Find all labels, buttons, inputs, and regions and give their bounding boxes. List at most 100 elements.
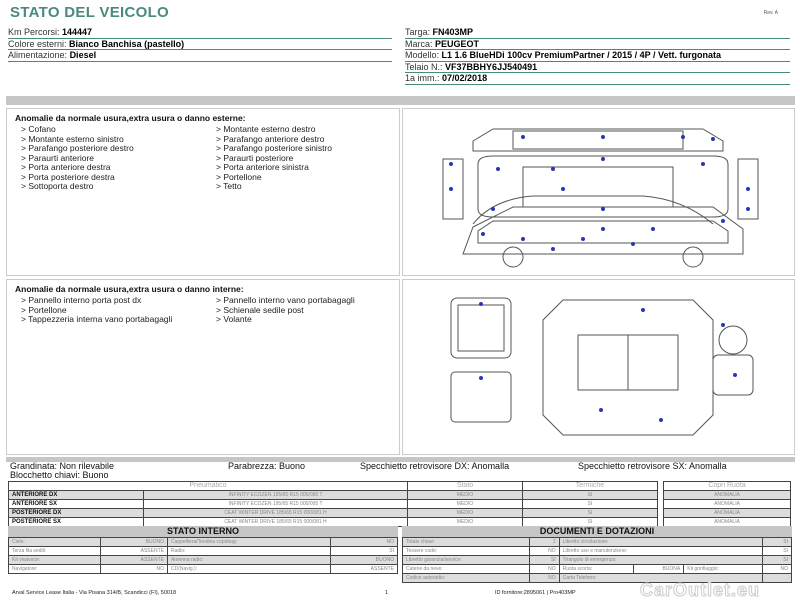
damage-marker xyxy=(561,187,565,191)
wheel-cover-table: Copri Ruota ANOMALIA ANOMALIA ANOMALIA ANOMA… xyxy=(663,481,791,527)
watermark-logo: CarOutlet.eu xyxy=(639,580,761,600)
info-label: Ruota scorta: xyxy=(558,564,635,574)
interior-title: Anomalie da normale usura,extra usura o … xyxy=(15,284,244,294)
tire-model: INFINITY ECOZEN 195/65 R15 000/095 T xyxy=(143,490,408,500)
info-value: SI xyxy=(762,537,793,547)
info-value: NO xyxy=(529,546,560,556)
divider-bar xyxy=(6,96,795,105)
header-stato: Stato xyxy=(407,481,523,491)
info-label: Carta Telefono: xyxy=(558,573,763,583)
field-value: Bianco Banchisa (pastello) xyxy=(69,38,185,49)
field-label: Targa: xyxy=(405,27,431,37)
damage-marker xyxy=(491,207,495,211)
info-label: Triangolo di emergenza: xyxy=(558,555,763,565)
damage-item: > Portellone xyxy=(21,304,67,315)
header-termiche: Termiche xyxy=(522,481,658,491)
vehicle-info-right: Targa: FN403MP Marca: PEUGEOT Modello: L1 … xyxy=(405,27,790,85)
field-label: Marca: xyxy=(405,38,433,49)
info-label: Libretto garanzia/service: xyxy=(401,555,531,565)
damage-item: > Porta anteriore destra xyxy=(21,162,111,172)
info-label: Navigatore: xyxy=(8,564,101,574)
tire-row: ANTERIORE DX INFINITY ECOZEN 195/65 R15 0… xyxy=(8,490,658,500)
tire-termiche: SI xyxy=(522,490,658,500)
copri-ruota-value: ANOMALIA xyxy=(663,508,791,518)
tire-position: ANTERIORE SX xyxy=(8,499,144,509)
info-value: SI xyxy=(330,546,399,556)
damage-item: > Paraurti posteriore xyxy=(216,152,294,163)
damage-item: > Portellone xyxy=(216,171,262,182)
field-row: Marca: PEUGEOT xyxy=(405,38,790,50)
info-value: SI xyxy=(762,555,793,565)
info-label: Cielo: xyxy=(8,537,101,547)
info-value: BUONO xyxy=(100,537,168,547)
damage-marker xyxy=(601,227,605,231)
damage-item: > Parafango posteriore sinistro xyxy=(216,143,332,153)
info-label: Codice autoradio: xyxy=(401,573,531,583)
car-exterior-diagram xyxy=(442,128,759,268)
info-row: Codice autoradio: NO Carta Telefono: xyxy=(401,573,793,583)
exterior-title: Anomalie da normale usura,extra usura o … xyxy=(15,113,246,123)
exterior-list-2: > Montante esterno destro > Parafango ant… xyxy=(216,124,411,192)
field-label: Modello: xyxy=(405,50,440,60)
footer-address: Arval Service Lease Italia - Via Pisana … xyxy=(12,590,177,596)
damage-marker xyxy=(711,137,715,141)
tire-model: CEAT WINTER DRIVE 185/65 R15 000/081 H xyxy=(143,508,408,518)
damage-marker xyxy=(733,373,737,377)
damage-item: > Montante esterno sinistro xyxy=(21,133,124,144)
field-row: Modello: L1 1.6 BlueHDi 100cv PremiumPar… xyxy=(405,50,790,62)
exterior-list-1: > Cofano > Montante esterno sinistro > Par… xyxy=(21,124,216,192)
documenti-title: DOCUMENTI E DOTAZIONI xyxy=(402,526,792,537)
info-row: Libretto garanzia/service: SI Triangolo di… xyxy=(401,555,793,565)
info-value: NO xyxy=(762,564,793,574)
info-row: Tessere code: NO Libretto uso e manutenzio… xyxy=(401,546,793,556)
tire-termiche: SI xyxy=(522,508,658,518)
info-value: NO xyxy=(529,573,560,583)
field-row: Alimentazione: Diesel xyxy=(8,50,392,62)
parabrezza: Parabrezza: Buono xyxy=(228,461,306,471)
field-label: Km Percorsi: xyxy=(8,27,60,37)
info-row: Kit vivavoce: ASSENTE Antenna radio: BUONO xyxy=(8,555,399,565)
damage-item: > Montante esterno destro xyxy=(216,124,316,134)
page-title: STATO DEL VEICOLO xyxy=(10,4,170,21)
info-value: NO xyxy=(100,564,168,574)
tire-stato: MEDIO xyxy=(407,499,523,509)
damage-marker xyxy=(521,237,525,241)
info-row: Navigatore: NO CD(Navig.): ASSENTE xyxy=(8,564,399,574)
damage-marker xyxy=(746,207,750,211)
damage-marker xyxy=(641,308,645,312)
field-label: Alimentazione: xyxy=(8,50,68,60)
info-label: Kit gonfiaggio: xyxy=(683,564,763,574)
damage-marker xyxy=(601,157,605,161)
info-label: Libretto uso e manutenzione: xyxy=(558,546,763,556)
tire-row: ANTERIORE SX INFINITY ECOZEN 195/65 R15 0… xyxy=(8,499,658,509)
field-value: VF37BBHY6JJ540491 xyxy=(445,61,538,72)
stato-interno: STATO INTERNO Cielo: BUONO Cappelliera/Ten… xyxy=(8,526,399,574)
damage-marker xyxy=(496,167,500,171)
tire-row: POSTERIORE DX CEAT WINTER DRIVE 185/65 R1… xyxy=(8,508,658,518)
tire-model: INFINITY ECOZEN 195/65 R15 000/095 T xyxy=(143,499,408,509)
tire-position: POSTERIORE DX xyxy=(8,508,144,518)
field-value: Diesel xyxy=(69,50,97,60)
info-label: Tessere code: xyxy=(401,546,531,556)
damage-item: > Tappezzeria interna vano portabagagli xyxy=(21,314,173,324)
damage-marker xyxy=(601,207,605,211)
interior-damage-box: Anomalie da normale usura,extra usura o … xyxy=(6,279,400,455)
info-label: Terza fila sedili: xyxy=(8,546,101,556)
damage-item: > Parafango anteriore destro xyxy=(216,133,325,144)
info-label: Libretto circolazione: xyxy=(558,537,763,547)
damage-item: > Porta posteriore destra xyxy=(21,171,115,182)
header-copri-ruota: Copri Ruota xyxy=(663,481,791,491)
damage-marker xyxy=(551,247,555,251)
info-value: SI xyxy=(529,555,560,565)
info-value: SI xyxy=(762,546,793,556)
field-row: Colore esterni: Bianco Banchisa (pastell… xyxy=(8,38,392,50)
tire-position: ANTERIORE DX xyxy=(8,490,144,500)
damage-marker xyxy=(721,219,725,223)
info-value xyxy=(762,573,793,583)
damage-marker xyxy=(521,135,525,139)
field-label: 1a imm.: xyxy=(405,73,440,83)
vehicle-info-left: Km Percorsi: 144447 Colore esterni: Bianc… xyxy=(8,27,392,62)
info-value: NO xyxy=(330,537,399,547)
damage-marker xyxy=(581,237,585,241)
info-value: BUONO xyxy=(330,555,399,565)
